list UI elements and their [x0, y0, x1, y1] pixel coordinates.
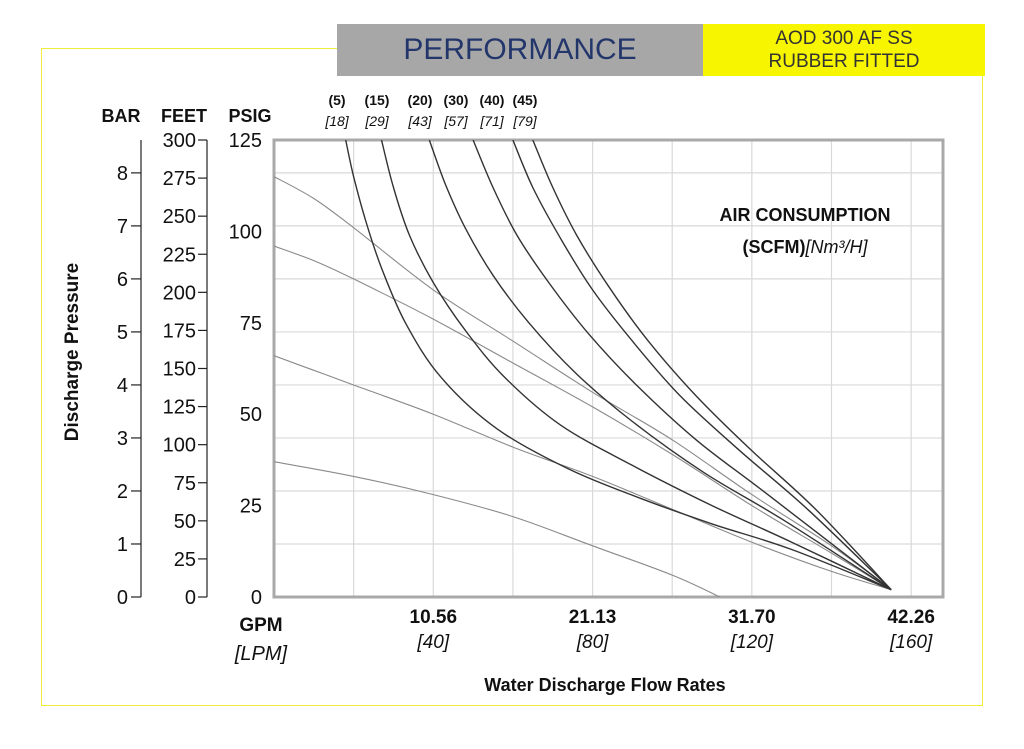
bar-tick-label: 2: [117, 481, 128, 503]
x-tick-gpm: 42.26: [887, 607, 935, 628]
performance-title: PERFORMANCE: [337, 24, 703, 76]
feet-tick-label: 250: [163, 206, 196, 228]
performance-title-text: PERFORMANCE: [403, 33, 637, 66]
feet-tick-label: 200: [163, 282, 196, 304]
air-curve: [512, 140, 892, 591]
head-curve: [274, 461, 721, 597]
plot-border: [272, 138, 945, 599]
psig-axis-title: PSIG: [228, 106, 271, 126]
psig-tick-label: 25: [240, 496, 262, 518]
x-tick-lpm: [120]: [730, 632, 774, 653]
air-curve: [380, 140, 892, 591]
curve-label-nm3h: [79]: [512, 113, 537, 129]
curve-label-scfm: (40): [480, 92, 505, 108]
x-axis-label: Water Discharge Flow Rates: [484, 675, 725, 695]
feet-tick-label: 75: [174, 473, 196, 495]
psig-tick-label: 100: [229, 221, 262, 243]
psig-tick-label: 125: [229, 130, 262, 152]
curve-label-nm3h: [43]: [407, 113, 432, 129]
feet-tick-label: 25: [174, 549, 196, 571]
model-line-2: RUBBER FITTED: [768, 51, 920, 72]
psig-tick-label: 75: [240, 313, 262, 335]
x-unit-lpm: [LPM]: [234, 643, 288, 665]
x-axis-group: 10.56 [40] 21.13 [80] 31.70 [120] 42.26 [160]: [410, 607, 935, 653]
x-tick-gpm: 21.13: [569, 607, 617, 628]
bar-tick-label: 5: [117, 322, 128, 344]
x-unit-gpm: GPM: [239, 615, 282, 636]
feet-tick-label: 225: [163, 244, 196, 266]
curves-group: [274, 140, 892, 597]
curve-label-scfm: (15): [365, 92, 390, 108]
feet-tick-label: 125: [163, 397, 196, 419]
bar-tick-label: 1: [117, 534, 128, 556]
feet-axis-title: FEET: [161, 106, 207, 126]
bar-tick-label: 4: [117, 375, 128, 397]
curve-label-nm3h: [18]: [324, 113, 349, 129]
annotation-line-1: AIR CONSUMPTION: [720, 205, 891, 225]
bar-tick-label: 6: [117, 269, 128, 291]
grid-lines: [274, 140, 943, 597]
y-axis-label: Discharge Pressure: [62, 263, 83, 442]
feet-tick-label: 150: [163, 359, 196, 381]
x-tick-lpm: [80]: [576, 632, 609, 653]
curve-label-nm3h: [57]: [443, 113, 468, 129]
x-tick-gpm: 31.70: [728, 607, 776, 628]
feet-tick-label: 275: [163, 168, 196, 190]
annotation-nm3h: [Nm³/H]: [804, 237, 868, 257]
x-tick-gpm: 10.56: [410, 607, 458, 628]
feet-tick-label: 50: [174, 511, 196, 533]
feet-tick-label: 300: [163, 130, 196, 152]
x-tick-lpm: [160]: [889, 632, 933, 653]
curve-label-nm3h: [71]: [479, 113, 504, 129]
curve-label-nm3h: [29]: [364, 113, 389, 129]
psig-tick-label: 50: [240, 404, 262, 426]
model-label: AOD 300 AF SS RUBBER FITTED: [703, 24, 985, 76]
feet-tick-label: 100: [163, 435, 196, 457]
head-curve: [274, 355, 892, 591]
head-curve: [274, 245, 892, 591]
annotation-line-2: (SCFM)[Nm³/H]: [743, 237, 869, 257]
curve-labels-group: (5) [18] (15) [29] (20) [43] (30) [57] (40) [71] (…: [324, 92, 537, 129]
curve-label-scfm: (5): [328, 92, 345, 108]
air-curve: [345, 140, 892, 591]
curve-label-scfm: (20): [408, 92, 433, 108]
bar-tick-label: 3: [117, 428, 128, 450]
curve-label-scfm: (45): [513, 92, 538, 108]
bar-tick-label: 7: [117, 216, 128, 238]
model-line-1: AOD 300 AF SS: [775, 28, 913, 49]
feet-tick-label: 0: [185, 587, 196, 609]
bar-tick-label: 8: [117, 163, 128, 185]
air-curve: [532, 140, 892, 591]
y-axes-group: 0123456780255075100125150175200225250275…: [117, 130, 262, 609]
air-curve: [428, 140, 892, 591]
curve-label-scfm: (30): [444, 92, 469, 108]
feet-tick-label: 175: [163, 320, 196, 342]
x-tick-lpm: [40]: [416, 632, 449, 653]
air-curve: [472, 140, 892, 591]
head-curve: [274, 176, 892, 591]
psig-tick-label: 0: [251, 587, 262, 609]
annotation-scfm: (SCFM): [743, 237, 806, 257]
bar-tick-label: 0: [117, 587, 128, 609]
bar-axis-title: BAR: [102, 106, 141, 126]
